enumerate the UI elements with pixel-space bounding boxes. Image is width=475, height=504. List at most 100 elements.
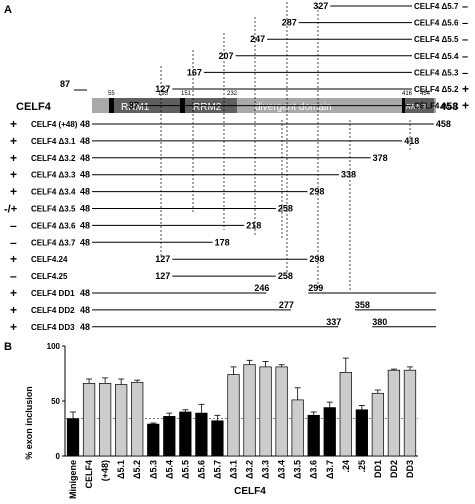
construct-start-87: 87 [60, 79, 70, 89]
deletion-start: 246 [254, 283, 269, 293]
bar [403, 369, 417, 457]
c-construct-start: 127 [155, 271, 170, 281]
n-construct-start: 207 [218, 51, 233, 61]
c-construct-activity: + [10, 117, 17, 131]
c-construct-label: CELF4 Δ3.3 [31, 171, 76, 180]
x-tick-label: Δ3.2 [245, 460, 255, 479]
c-construct-label: CELF4 Δ3.5 [31, 205, 76, 214]
x-tick-label: Δ5.1 [116, 460, 126, 479]
bar [243, 364, 256, 457]
c-construct-label: CELF4 DD3 [31, 323, 75, 332]
bar [131, 381, 144, 457]
c-construct-start: 48 [80, 237, 90, 247]
bar [98, 383, 112, 457]
rrm3-end: 454 [420, 91, 431, 97]
rrm2-label: RRM2 [193, 102, 222, 113]
c-construct-start: 48 [80, 204, 90, 214]
panel-label-a: A [4, 4, 12, 16]
bar [227, 374, 240, 457]
c-construct-label: CELF4 Δ3.1 [31, 137, 76, 146]
n-construct-activity: – [462, 18, 468, 30]
rrm3-start: 416 [402, 91, 413, 97]
deletion-end: 380 [372, 317, 387, 327]
exon-inclusion-chart: % exon inclusion CELF4 0 50 100 Minigene CEL… [24, 342, 418, 499]
x-tick-label: Minigene [68, 460, 78, 499]
bar [307, 414, 320, 457]
c-construct-end: 458 [436, 119, 451, 129]
bar [355, 409, 368, 457]
y-tick-label: 50 [51, 397, 60, 406]
x-tick-label: .24 [341, 460, 351, 473]
bar [323, 407, 336, 457]
protein-name: CELF4 [16, 101, 52, 113]
c-construct-label: CELF4 (+48) [31, 120, 78, 129]
c-construct-label: CELF4 Δ3.6 [31, 221, 76, 230]
rrm1-end: 195 [158, 91, 169, 97]
c-terminal-constructs: + CELF4 (+48) 48 458+ CELF4 Δ3.1 48 418+ CELF4 … [4, 117, 451, 334]
rrm3-domain [404, 98, 434, 113]
deletion-end: 299 [308, 283, 323, 293]
protein-schematic: CELF4 458 RRM1 RRM2 divergent domain RRM… [16, 79, 458, 113]
rrm1-start: 55 [108, 91, 115, 97]
rrm1-label: RRM1 [121, 102, 150, 113]
bar [291, 399, 304, 457]
c-construct-label: CELF4.24 [31, 255, 68, 264]
n-construct-label: CELF4 Δ5.7 [414, 2, 459, 11]
c-construct-activity: + [10, 151, 17, 165]
bar [387, 369, 401, 457]
x-tick-label: DD3 [405, 460, 415, 478]
y-tick-label: 0 [56, 452, 61, 461]
x-tick-label: Δ3.4 [277, 460, 287, 479]
c-construct-activity: – [10, 218, 17, 232]
n-construct-activity: – [462, 34, 468, 46]
c-construct-activity: + [10, 185, 17, 199]
c-construct-end: 338 [341, 170, 356, 180]
n-construct-start: 167 [187, 67, 202, 77]
n-construct-activity: + [462, 82, 469, 96]
c-construct-label: CELF4 Δ3.4 [31, 188, 76, 197]
c-construct-start: 127 [155, 254, 170, 264]
x-tick-label: Δ3.3 [261, 460, 271, 479]
x-tick-label: DD1 [373, 460, 383, 478]
divergent-domain-label: divergent domain [255, 102, 332, 113]
n-construct-start: 127 [155, 84, 170, 94]
dashed-guides [160, 2, 411, 290]
c-construct-activity: + [10, 134, 17, 148]
c-construct-activity: + [10, 303, 17, 317]
c-construct-start: 48 [80, 136, 90, 146]
bar [179, 411, 192, 457]
y-axis-label: % exon inclusion [24, 386, 34, 460]
c-construct-start: 48 [80, 305, 90, 315]
c-construct-end: 298 [309, 187, 324, 197]
n-construct-label: CELF4 Δ5.3 [414, 68, 459, 77]
c-construct-end: 298 [309, 254, 324, 264]
rrm3-label: RRM3 [406, 104, 426, 111]
x-axis-label: CELF4 [234, 486, 266, 497]
c-construct-activity: – [10, 235, 17, 249]
bar [82, 383, 96, 457]
c-construct-end: 258 [278, 204, 293, 214]
x-tick-label: Δ5.7 [212, 460, 222, 479]
c-construct-start: 48 [80, 288, 90, 298]
x-tick-label: Δ3.6 [309, 460, 319, 479]
protein-end: 458 [440, 101, 458, 113]
bar [195, 412, 208, 457]
n-construct-label: CELF4 Δ5.6 [414, 19, 459, 28]
n-construct-activity: – [462, 67, 468, 79]
x-tick-label: Δ5.5 [180, 460, 190, 479]
bar [163, 416, 176, 457]
bar [259, 366, 272, 457]
bar [339, 372, 352, 457]
bar [66, 418, 80, 457]
x-tick-label: Δ3.7 [325, 460, 335, 479]
c-construct-start: 48 [80, 170, 90, 180]
bar [115, 384, 128, 457]
deletion-start: 277 [279, 300, 294, 310]
bar [147, 423, 160, 457]
x-tick-label: DD2 [389, 460, 399, 478]
c-construct-start: 48 [80, 119, 90, 129]
c-construct-activity: + [10, 286, 17, 300]
c-construct-start: 48 [80, 220, 90, 230]
